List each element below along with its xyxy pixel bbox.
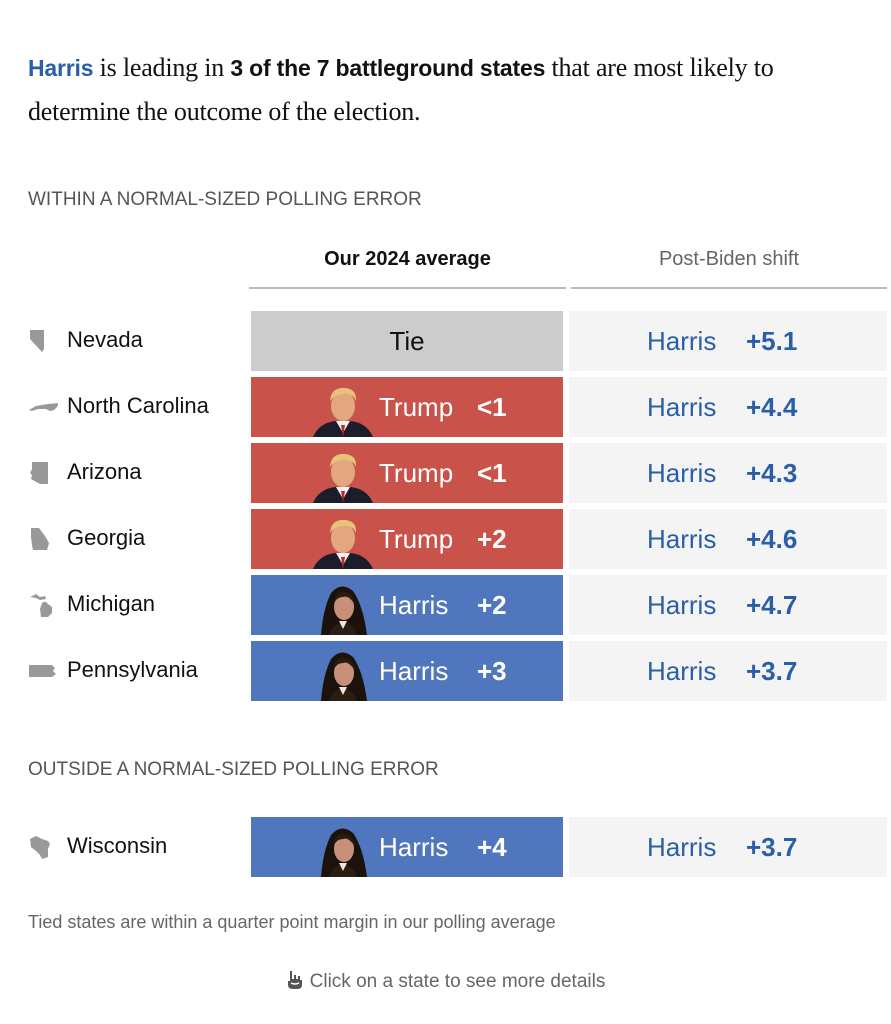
shift-margin: +4.4 [746,392,798,422]
footnote: Tied states are within a quarter point m… [28,912,556,932]
shift-cell[interactable]: Harris +4.7 [569,575,887,635]
headline: Harris is leading in 3 of the 7 battlegr… [28,46,878,133]
column-rule-shift [571,287,887,289]
arizona-shape-icon [28,461,58,485]
state-row-nevada[interactable]: Nevada Tie Harris +5.1 [0,311,891,371]
georgia-shape-icon [28,527,58,551]
wisconsin-shape-icon [28,835,58,859]
nevada-shape-icon [28,329,58,353]
average-margin: +2 [477,524,507,554]
average-margin: <1 [477,458,507,488]
pennsylvania-shape-icon [28,659,58,683]
shift-leader: Harris [647,326,717,356]
state-row-georgia[interactable]: Georgia Trump +2 Harris +4.6 [0,509,891,569]
north-carolina-shape-icon [28,395,58,419]
click-hint: Click on a state to see more details [0,970,891,993]
state-row-wisconsin[interactable]: Wisconsin Harris +4 Harris +3.7 [0,817,891,877]
harris-portrait-icon [305,579,381,635]
trump-portrait-icon [305,513,381,569]
shift-margin: +4.3 [746,458,798,488]
average-margin: +3 [477,656,507,686]
shift-leader: Harris [647,392,717,422]
headline-bold: 3 of the 7 battleground states [230,55,546,81]
state-name: Wisconsin [67,833,168,858]
shift-cell[interactable]: Harris +3.7 [569,817,887,877]
shift-cell[interactable]: Harris +4.3 [569,443,887,503]
average-cell[interactable]: Tie [251,311,563,371]
harris-portrait-icon [305,645,381,701]
state-row-michigan[interactable]: Michigan Harris +2 Harris +4.7 [0,575,891,635]
state-row-pennsylvania[interactable]: Pennsylvania Harris +3 Harris +3.7 [0,641,891,701]
shift-leader: Harris [647,590,717,620]
shift-leader: Harris [647,458,717,488]
average-cell[interactable]: Harris +3 [251,641,563,701]
state-row-arizona[interactable]: Arizona Trump <1 Harris +4.3 [0,443,891,503]
shift-margin: +3.7 [746,656,798,686]
shift-leader: Harris [647,656,717,686]
shift-margin: +3.7 [746,832,798,862]
harris-portrait-icon [305,821,381,877]
average-leader: Trump [379,458,454,488]
average-margin: +4 [477,832,507,862]
state-name: Pennsylvania [67,657,198,682]
shift-margin: +4.6 [746,524,798,554]
average-cell[interactable]: Trump <1 [251,377,563,437]
shift-cell[interactable]: Harris +5.1 [569,311,887,371]
column-rule-average [249,287,566,289]
shift-cell[interactable]: Harris +4.6 [569,509,887,569]
section-label-within: WITHIN A NORMAL-SIZED POLLING ERROR [28,189,422,210]
headline-harris: Harris [28,55,94,81]
average-leader: Harris [379,590,449,620]
average-leader: Trump [379,392,454,422]
average-leader: Trump [379,524,454,554]
trump-portrait-icon [305,381,381,437]
state-name: Michigan [67,591,156,616]
state-name: Arizona [67,459,142,484]
column-header-shift: Post-Biden shift [658,248,800,270]
column-header-average: Our 2024 average [324,248,491,270]
headline-text-2: that are most likely to determine the ou… [28,53,774,126]
shift-margin: +5.1 [746,326,798,356]
shift-leader: Harris [647,832,717,862]
shift-margin: +4.7 [746,590,798,620]
headline-text-1: is leading in [93,53,231,82]
average-leader: Harris [379,656,449,686]
michigan-shape-icon [28,593,58,617]
average-leader: Harris [379,832,449,862]
state-row-north-carolina[interactable]: North Carolina Trump <1 Harris +4.4 [0,377,891,437]
trump-portrait-icon [305,447,381,503]
average-cell[interactable]: Trump +2 [251,509,563,569]
state-name: Nevada [67,327,143,352]
shift-leader: Harris [647,524,717,554]
average-margin: <1 [477,392,507,422]
state-name: Georgia [67,525,146,550]
state-name: North Carolina [67,393,209,418]
average-cell[interactable]: Trump <1 [251,443,563,503]
shift-cell[interactable]: Harris +4.4 [569,377,887,437]
average-margin: +2 [477,590,507,620]
section-label-outside: OUTSIDE A NORMAL-SIZED POLLING ERROR [28,759,439,780]
average-cell[interactable]: Harris +2 [251,575,563,635]
average-cell[interactable]: Harris +4 [251,817,563,877]
hint-text: Click on a state to see more details [309,971,606,992]
average-label: Tie [389,326,425,356]
pointing-hand-icon [286,970,304,990]
shift-cell[interactable]: Harris +3.7 [569,641,887,701]
